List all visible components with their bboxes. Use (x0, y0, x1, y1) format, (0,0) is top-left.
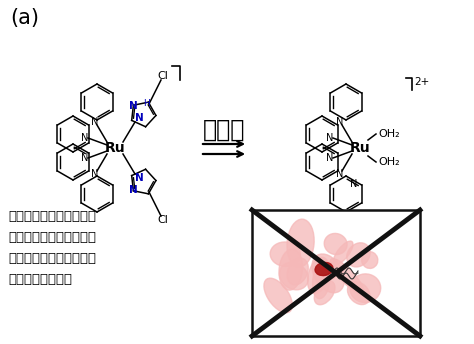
Text: Ru: Ru (105, 141, 125, 155)
Text: (a): (a) (10, 8, 39, 28)
Text: N: N (337, 117, 344, 127)
Text: Cl: Cl (157, 71, 168, 81)
Text: する効果がアップ: する効果がアップ (8, 273, 72, 286)
Ellipse shape (312, 261, 330, 299)
Bar (252, 210, 420, 336)
Text: N: N (337, 169, 344, 179)
Ellipse shape (322, 262, 337, 280)
Ellipse shape (287, 258, 308, 285)
Ellipse shape (324, 234, 347, 255)
Ellipse shape (264, 278, 292, 313)
Ellipse shape (315, 262, 333, 276)
Text: N: N (128, 101, 137, 111)
Text: OH₂: OH₂ (378, 129, 400, 139)
Text: N: N (326, 153, 334, 163)
Text: 離して、がん細胞を死滅: 離して、がん細胞を死滅 (8, 252, 96, 265)
Text: Cl: Cl (157, 215, 168, 225)
Text: ルテニウム錠体に光を当: ルテニウム錠体に光を当 (8, 210, 96, 223)
Text: N: N (350, 179, 358, 189)
Text: Ru: Ru (350, 141, 370, 155)
Ellipse shape (350, 274, 381, 302)
Text: 可視光: 可視光 (203, 118, 245, 142)
Ellipse shape (314, 281, 335, 305)
Ellipse shape (347, 282, 370, 304)
Ellipse shape (287, 219, 314, 267)
Text: N: N (82, 153, 89, 163)
Text: てると、ピラゾールが解: てると、ピラゾールが解 (8, 231, 96, 244)
Bar (252, 210, 420, 336)
Ellipse shape (330, 259, 364, 294)
Text: 2+: 2+ (414, 77, 429, 87)
Ellipse shape (346, 243, 370, 267)
Ellipse shape (279, 249, 302, 290)
Text: N: N (326, 133, 334, 143)
Ellipse shape (312, 254, 344, 293)
Ellipse shape (279, 262, 309, 290)
Ellipse shape (333, 241, 353, 265)
Text: N: N (128, 185, 137, 195)
Ellipse shape (308, 257, 329, 293)
Ellipse shape (362, 251, 378, 268)
Text: OH₂: OH₂ (378, 157, 400, 167)
Text: N: N (91, 169, 99, 179)
Text: H: H (144, 99, 150, 108)
Text: N: N (135, 113, 143, 123)
Text: N: N (82, 133, 89, 143)
Text: N: N (91, 117, 99, 127)
Ellipse shape (270, 242, 301, 267)
Text: N: N (135, 173, 143, 183)
